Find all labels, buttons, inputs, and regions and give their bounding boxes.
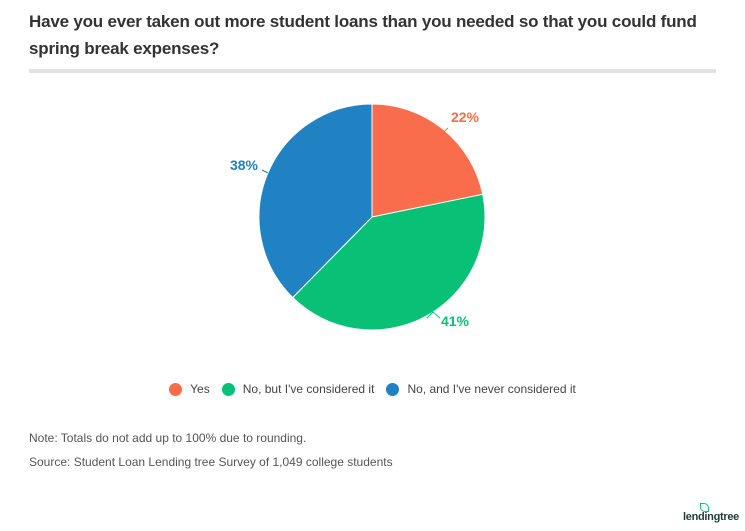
pie-slice-1[interactable] xyxy=(292,193,486,331)
note-text: Note: Totals do not add up to 100% due t… xyxy=(29,431,307,445)
legend-dot-considered xyxy=(221,382,235,396)
lendingtree-leaf-icon xyxy=(700,503,709,512)
pie-value-label: 22% xyxy=(451,109,480,125)
legend-label: No, but I've considered it xyxy=(242,382,375,396)
label-leader-line xyxy=(426,311,441,319)
pie-slice-0[interactable] xyxy=(371,103,484,218)
legend-dot-yes xyxy=(169,382,183,396)
legend-dot-never-considered xyxy=(386,382,400,396)
legend-label: Yes xyxy=(190,382,210,396)
pie-labels: 22% 41% 38% xyxy=(230,109,480,329)
source-text: Source: Student Loan Lending tree Survey… xyxy=(29,455,393,469)
label-leader-line xyxy=(261,169,269,174)
lendingtree-logo: lendingtree xyxy=(683,511,739,523)
pie-slices xyxy=(258,103,486,331)
chart-title: Have you ever taken out more student loa… xyxy=(29,12,697,58)
pie-value-label: 38% xyxy=(230,157,259,173)
pie-chart: 22% 41% 38% xyxy=(230,103,486,331)
title-divider xyxy=(29,69,716,73)
pie-slice-2[interactable] xyxy=(258,103,373,299)
legend-label: No, and I've never considered it xyxy=(407,382,576,396)
legend-item-never-considered[interactable]: No, and I've never considered it xyxy=(386,382,576,396)
label-leader-line xyxy=(434,127,449,141)
legend-item-considered[interactable]: No, but I've considered it xyxy=(221,382,375,396)
pie-value-label: 41% xyxy=(441,313,470,329)
legend-item-yes[interactable]: Yes xyxy=(169,382,210,396)
chart-legend: Yes No, but I've considered it No, and I… xyxy=(0,382,745,396)
